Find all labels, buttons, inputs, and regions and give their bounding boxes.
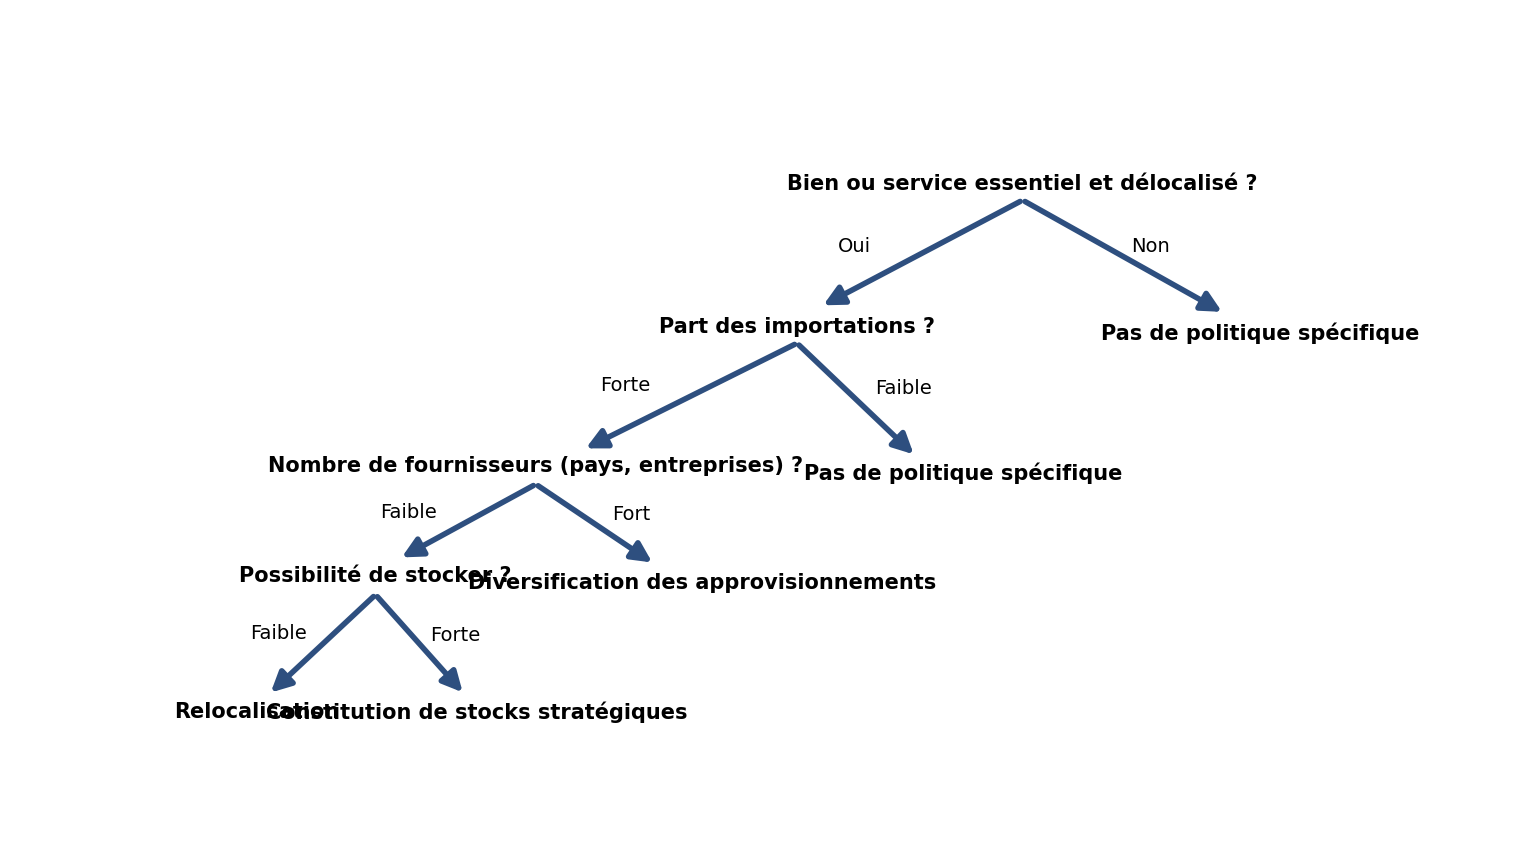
Text: Relocalisation: Relocalisation: [175, 702, 340, 722]
Text: Possibilité de stocker ?: Possibilité de stocker ?: [239, 566, 512, 586]
Text: Constitution de stocks stratégiques: Constitution de stocks stratégiques: [265, 702, 688, 723]
Text: Forte: Forte: [599, 376, 650, 395]
Text: Diversification des approvisionnements: Diversification des approvisionnements: [467, 573, 936, 593]
Text: Faible: Faible: [250, 625, 306, 644]
Text: Faible: Faible: [380, 504, 437, 523]
Text: Part des importations ?: Part des importations ?: [659, 316, 935, 337]
Text: Forte: Forte: [430, 626, 480, 645]
Text: Oui: Oui: [838, 238, 870, 257]
Text: Nombre de fournisseurs (pays, entreprises) ?: Nombre de fournisseurs (pays, entreprise…: [268, 456, 803, 476]
Text: Pas de politique spécifique: Pas de politique spécifique: [1102, 322, 1419, 344]
Text: Pas de politique spécifique: Pas de politique spécifique: [804, 462, 1123, 484]
Text: Bien ou service essentiel et délocalisé ?: Bien ou service essentiel et délocalisé …: [787, 174, 1258, 194]
Text: Faible: Faible: [875, 379, 933, 398]
Text: Fort: Fort: [611, 505, 650, 524]
Text: Non: Non: [1132, 238, 1170, 257]
